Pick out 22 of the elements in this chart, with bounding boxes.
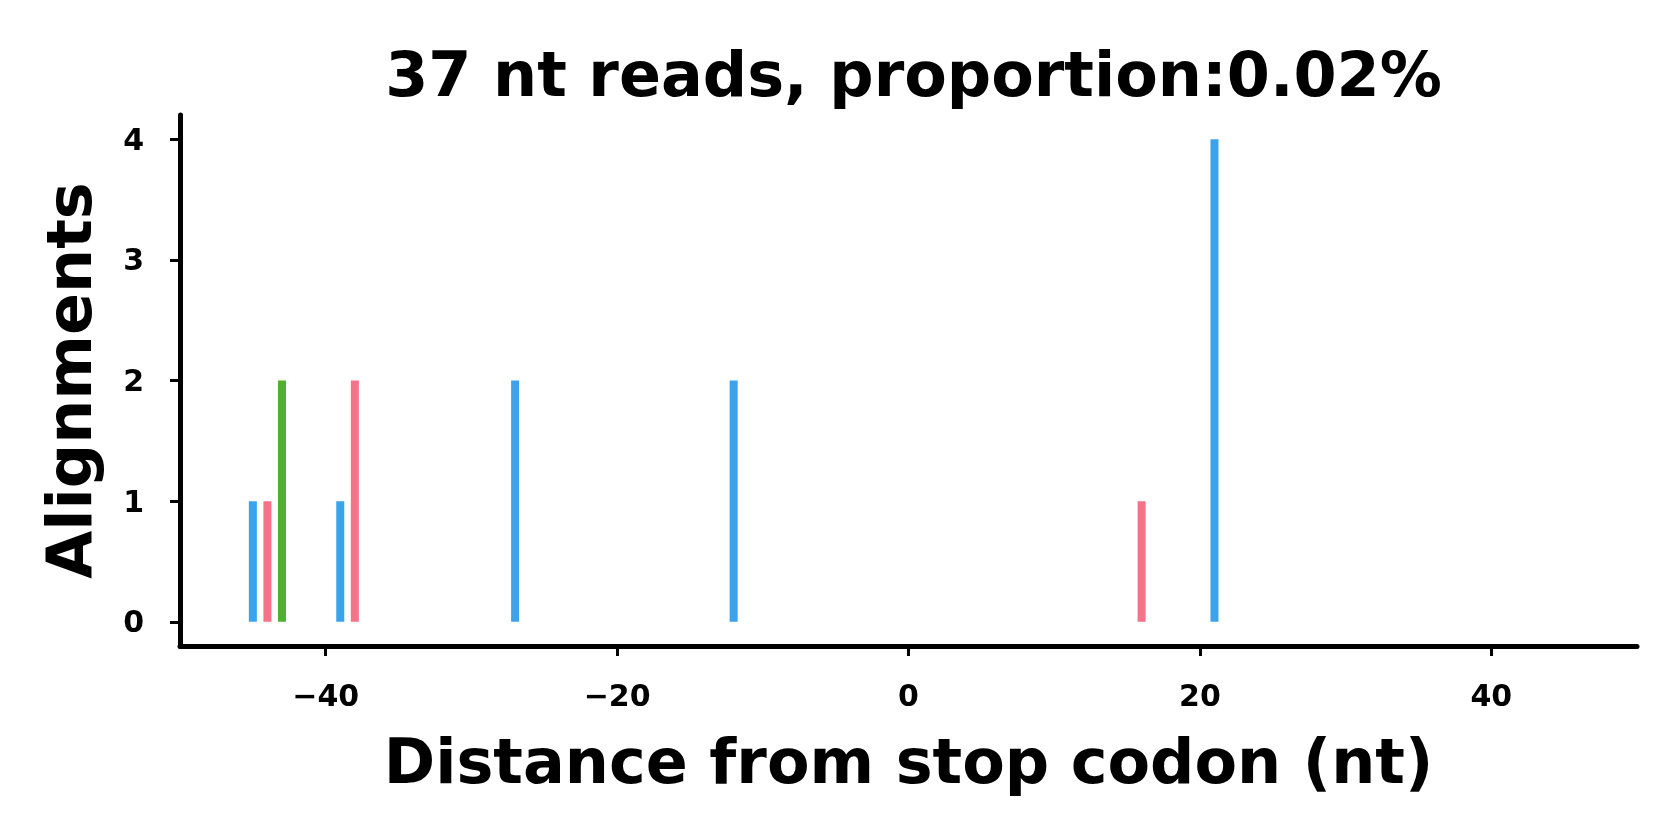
bar <box>1210 139 1219 622</box>
y-tick-label: 3 <box>123 242 144 278</box>
y-tick-label: 2 <box>123 363 144 398</box>
x-axis-title: Distance from stop codon (nt) <box>383 724 1434 798</box>
bar <box>277 380 286 622</box>
bar <box>248 501 257 622</box>
bar <box>511 380 520 622</box>
x-tick-label: −40 <box>292 677 360 713</box>
bar <box>350 380 359 622</box>
x-tick-label: 40 <box>1470 677 1513 713</box>
y-tick-label: 0 <box>123 604 144 640</box>
chart-title: 37 nt reads, proportion:0.02% <box>385 37 1442 111</box>
x-tick-label: 20 <box>1179 677 1221 713</box>
y-tick-label: 1 <box>123 483 144 519</box>
bar <box>263 501 272 622</box>
y-tick-label: 4 <box>123 121 144 157</box>
x-tick-label: 0 <box>898 677 919 713</box>
bar <box>729 380 738 622</box>
bar <box>1137 501 1146 622</box>
bar <box>336 501 345 622</box>
x-tick-label: −20 <box>583 677 651 713</box>
y-axis-title: Alignments <box>32 182 106 579</box>
